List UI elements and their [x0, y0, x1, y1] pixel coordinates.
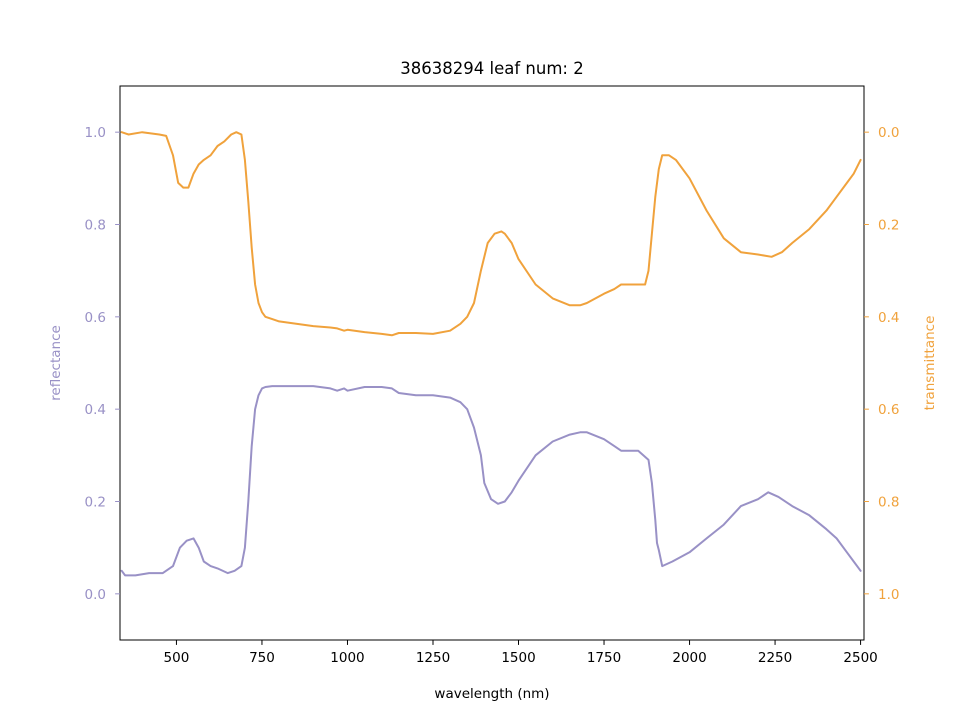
x-tick-label: 1250 [416, 650, 450, 666]
y-right-tick-label: 0.2 [878, 218, 899, 234]
reflectance-series-line [120, 385, 862, 577]
y-left-tick-label: 0.4 [85, 402, 106, 418]
y-left-tick-label: 0.0 [85, 587, 106, 603]
x-tick-label: 2000 [672, 650, 706, 666]
x-axis: 500 750 1000 1250 1500 1750 2000 2250 2500 [164, 640, 878, 666]
y-axis-left-label: reflectance [48, 325, 64, 401]
y-axis-left: 0.0 0.2 0.4 0.6 0.8 1.0 [85, 125, 120, 603]
x-tick-label: 1750 [587, 650, 621, 666]
y-right-tick-label: 0.8 [878, 495, 899, 511]
y-left-tick-label: 1.0 [85, 125, 106, 141]
x-tick-label: 2500 [843, 650, 877, 666]
x-tick-label: 750 [249, 650, 275, 666]
x-tick-label: 500 [164, 650, 190, 666]
y-axis-right: 0.0 0.2 0.4 0.6 0.8 1.0 [864, 125, 899, 603]
y-left-tick-label: 0.6 [85, 310, 106, 326]
plot-area [120, 131, 862, 577]
chart-title: 38638294 leaf num: 2 [400, 59, 583, 78]
transmittance-series-line [120, 131, 862, 337]
y-right-tick-label: 1.0 [878, 587, 899, 603]
y-right-tick-label: 0.6 [878, 402, 899, 418]
y-left-tick-label: 0.8 [85, 218, 106, 234]
x-tick-label: 1500 [501, 650, 535, 666]
plot-frame [119, 85, 865, 641]
x-tick-label: 2250 [758, 650, 792, 666]
y-right-tick-label: 0.4 [878, 310, 899, 326]
y-left-tick-label: 0.2 [85, 495, 106, 511]
y-right-tick-label: 0.0 [878, 125, 899, 141]
x-tick-label: 1000 [330, 650, 364, 666]
x-axis-label: wavelength (nm) [434, 686, 549, 702]
y-axis-right-label: transmittance [922, 316, 938, 411]
